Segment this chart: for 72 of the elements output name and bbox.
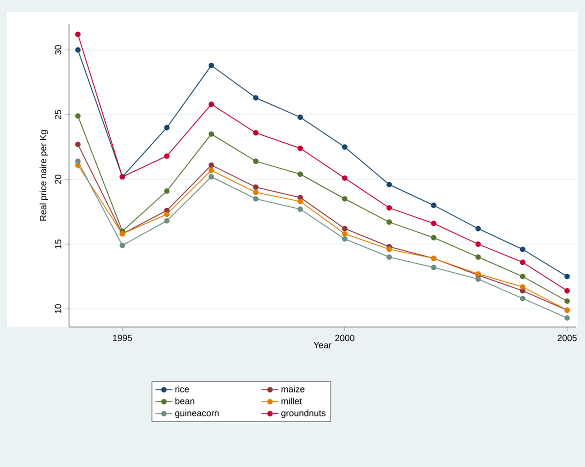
point [298, 114, 304, 120]
point [342, 231, 348, 237]
point [564, 274, 570, 280]
point [208, 174, 214, 180]
point [164, 212, 170, 218]
point [164, 188, 170, 194]
point [208, 131, 214, 137]
point [164, 218, 170, 224]
y-tick-label: 10 [54, 304, 62, 314]
point [253, 95, 259, 101]
point [253, 130, 259, 136]
legend-label: bean [175, 398, 194, 404]
point [342, 196, 348, 202]
point [253, 190, 259, 196]
legend-label: rice [175, 386, 189, 392]
y-tick-label: 20 [54, 174, 62, 184]
point [564, 315, 570, 321]
point [342, 175, 348, 181]
x-tick-label: 1995 [113, 334, 132, 342]
point [342, 144, 348, 150]
point [75, 32, 81, 38]
point [253, 196, 259, 202]
point [342, 226, 348, 232]
legend-label: groundnuts [281, 410, 326, 418]
x-tick-label: 2000 [335, 334, 354, 342]
point [208, 102, 214, 108]
point [164, 124, 170, 130]
legend-label: maize [282, 386, 304, 392]
point [75, 47, 81, 53]
point [520, 296, 526, 302]
x-axis-title: Year [314, 342, 332, 348]
point [342, 236, 348, 242]
point [120, 242, 126, 248]
point [430, 202, 436, 208]
point [520, 284, 526, 290]
point [253, 158, 259, 164]
legend-label: guineacorn [175, 410, 219, 418]
point [520, 260, 526, 265]
point [475, 226, 481, 232]
point [164, 153, 170, 159]
point [208, 62, 214, 68]
point [75, 158, 81, 164]
point [430, 220, 436, 226]
point [475, 241, 481, 247]
point [298, 206, 304, 212]
y-tick-label: 15 [54, 240, 62, 248]
point [253, 184, 259, 190]
point [75, 142, 81, 148]
point [475, 276, 481, 282]
y-tick-label: 30 [54, 45, 62, 55]
point [520, 246, 526, 252]
point [430, 264, 436, 270]
point [564, 298, 570, 304]
point [298, 146, 304, 152]
y-tick-label: 25 [54, 110, 62, 120]
point [75, 113, 81, 119]
point [298, 198, 304, 204]
point [298, 171, 304, 177]
point [208, 168, 214, 174]
point [475, 254, 481, 260]
point [520, 274, 526, 280]
point [564, 288, 570, 294]
point [386, 182, 392, 188]
point [208, 162, 214, 168]
point [386, 246, 392, 252]
legend-label: millet [282, 398, 302, 404]
x-tick-label: 2005 [558, 334, 577, 342]
y-axis-title: Real price naire per Kg [40, 130, 48, 221]
point [386, 219, 392, 225]
point [386, 205, 392, 211]
point [430, 234, 436, 240]
point [386, 254, 392, 260]
